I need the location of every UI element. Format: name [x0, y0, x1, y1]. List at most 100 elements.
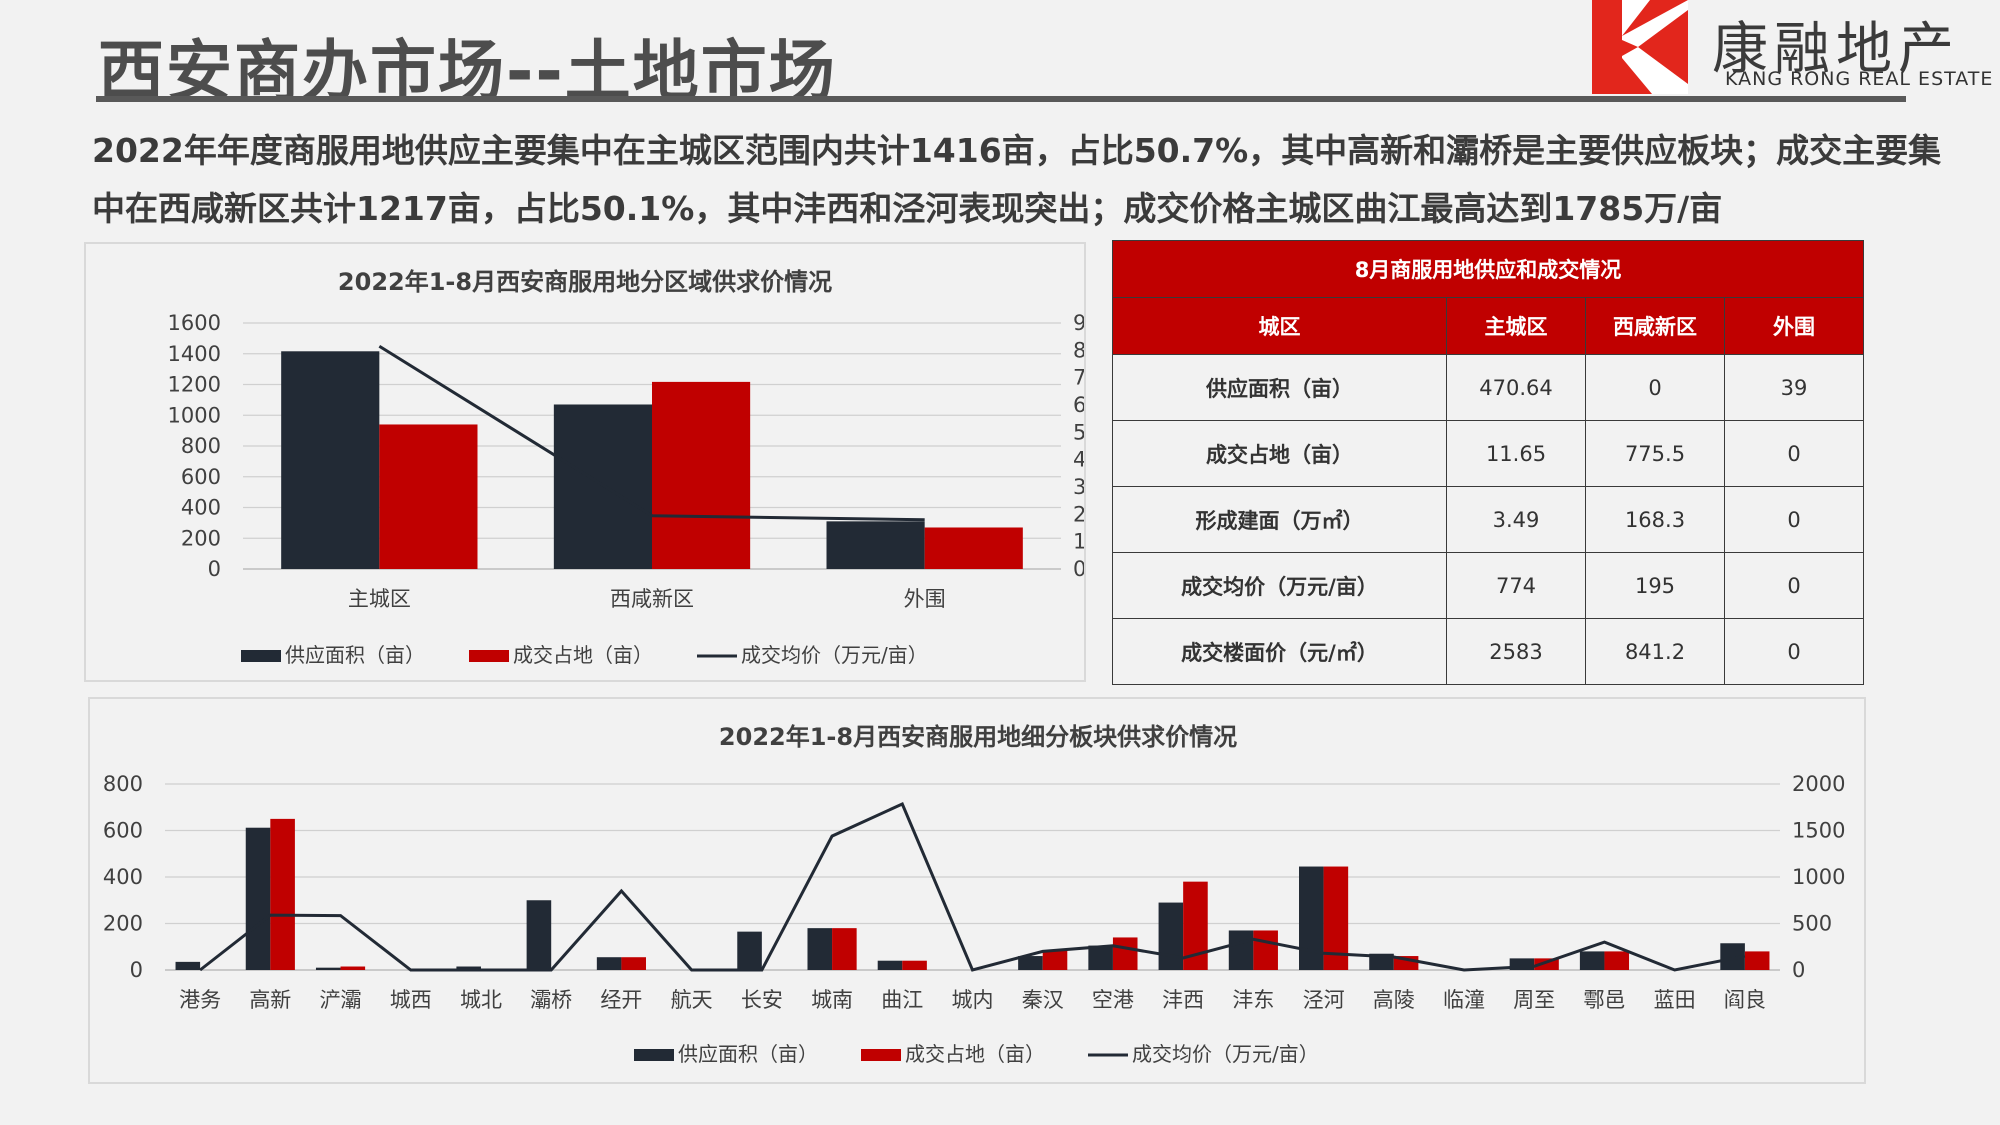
bar: [526, 900, 552, 970]
table-row: 供应面积（亩） 470.64 0 39: [1112, 354, 1864, 421]
title-divider: [96, 96, 1906, 102]
legend-swatch: [634, 1049, 674, 1061]
legend-entry: 供应面积（亩）: [285, 643, 425, 667]
category-label: 周至: [1513, 988, 1555, 1012]
bar: [456, 966, 481, 970]
row-label: 成交均价（万元/亩）: [1112, 552, 1447, 619]
category-label: 泾河: [1303, 988, 1345, 1012]
row-label: 成交楼面价（元/㎡）: [1112, 618, 1447, 685]
bar: [1604, 951, 1630, 970]
left-axis-tick-label: 0: [208, 557, 221, 581]
bar: [340, 966, 366, 970]
logo-english-name: KANG RONG REAL ESTATE: [1725, 68, 1994, 90]
category-label: 鄠邑: [1583, 988, 1625, 1012]
price-line: [199, 801, 1746, 972]
bar: [877, 960, 903, 970]
price-line: [378, 344, 925, 522]
bar: [270, 818, 295, 970]
bar: [1042, 950, 1068, 970]
bar: [596, 957, 622, 970]
bar: [315, 967, 341, 970]
bar: [1018, 956, 1043, 970]
bar: [1579, 951, 1605, 970]
table-cell: 774: [1446, 552, 1586, 619]
table-header-cell: 主城区: [1446, 297, 1586, 355]
table-caption: 8月商服用地供应和成交情况: [1112, 240, 1864, 298]
bar: [924, 527, 1023, 569]
category-label: 主城区: [348, 587, 411, 611]
category-label: 高陵: [1373, 988, 1415, 1012]
right-axis-tick-label: 1500: [1792, 819, 1845, 843]
left-axis-tick-label: 0: [130, 958, 143, 982]
category-label: 曲江: [881, 988, 923, 1012]
august-supply-deal-table: 8月商服用地供应和成交情况 城区 主城区 西咸新区 外围 供应面积（亩） 470…: [1112, 240, 1864, 685]
right-axis-tick-label: 900: [1073, 311, 1084, 335]
right-axis-tick-label: 500: [1792, 912, 1832, 936]
summary-text: 2022年年度商服用地供应主要集中在主城区范围内共计1416亩，占比50.7%，…: [92, 131, 1942, 228]
bar: [1088, 945, 1113, 970]
table-cell: 0: [1724, 420, 1864, 487]
table-row: 成交均价（万元/亩） 774 195 0: [1112, 552, 1864, 619]
right-axis-tick-label: 100: [1073, 530, 1084, 554]
legend-swatch: [861, 1049, 901, 1061]
left-axis-tick-label: 600: [181, 465, 221, 489]
table-header-cell: 外围: [1724, 297, 1864, 355]
left-axis-tick-label: 1400: [168, 342, 221, 366]
table-cell: 11.65: [1446, 420, 1586, 487]
district-supply-demand-price-chart: 2022年1-8月西安商服用地细分板块供求价情况 0 200 400 600 800 0 50…: [103, 723, 1846, 1066]
row-label: 供应面积（亩）: [1112, 354, 1447, 421]
category-label: 沣西: [1162, 988, 1204, 1012]
right-axis-tick-label: 800: [1073, 338, 1084, 362]
logo-chinese-name: 康融地产: [1712, 17, 1960, 82]
region-chart-panel: 2022年1-8月西安商服用地分区域供求价情况 0 200 400 600 800 1000…: [84, 242, 1113, 682]
bar: [737, 931, 762, 970]
category-label: 城内: [952, 988, 994, 1012]
table-cell: 2583: [1446, 618, 1586, 685]
right-axis-tick-label: 700: [1073, 366, 1084, 390]
right-axis-tick-label: 1000: [1792, 865, 1845, 889]
bar: [379, 424, 478, 569]
left-axis-tick-label: 800: [181, 434, 221, 458]
table-cell: 470.64: [1446, 354, 1586, 421]
august-table-panel: 8月商服用地供应和成交情况 城区 主城区 西咸新区 外围 供应面积（亩） 470…: [1112, 240, 1864, 685]
right-axis-tick-label: 2000: [1792, 772, 1845, 796]
table-cell: 841.2: [1585, 618, 1725, 685]
chart-title: 2022年1-8月西安商服用地分区域供求价情况: [338, 268, 832, 296]
legend-entry: 成交均价（万元/亩）: [1132, 1042, 1319, 1066]
bar: [652, 381, 751, 569]
left-axis-tick-label: 400: [103, 865, 143, 889]
legend-swatch: [469, 650, 509, 662]
district-chart-panel: 2022年1-8月西安商服用地细分板块供求价情况 0 200 400 600 800 0 50…: [88, 697, 1866, 1084]
category-label: 经开: [600, 988, 642, 1012]
legend-entry: 成交均价（万元/亩）: [741, 643, 928, 667]
category-label: 航天: [671, 988, 713, 1012]
category-label: 浐灞: [320, 988, 362, 1012]
right-axis-tick-label: 0: [1073, 557, 1084, 581]
bar: [1534, 958, 1559, 970]
right-axis-tick-label: 400: [1073, 448, 1084, 472]
category-label: 长安: [741, 988, 783, 1012]
category-label: 空港: [1092, 988, 1134, 1012]
table-cell: 775.5: [1585, 420, 1725, 487]
right-axis-tick-label: 200: [1073, 502, 1084, 526]
category-label: 外围: [904, 587, 946, 611]
bar: [902, 960, 927, 970]
row-label: 形成建面（万㎡）: [1112, 486, 1447, 553]
table-row: 成交占地（亩） 11.65 775.5 0: [1112, 420, 1864, 487]
left-axis-tick-label: 800: [103, 772, 143, 796]
table-cell: 0: [1585, 354, 1725, 421]
left-axis-tick-label: 1200: [168, 373, 221, 397]
right-axis-tick-label: 600: [1073, 393, 1084, 417]
row-label: 成交占地（亩）: [1112, 420, 1447, 487]
legend-entry: 成交占地（亩）: [905, 1042, 1045, 1066]
bar: [1253, 930, 1278, 970]
bar: [1744, 951, 1770, 970]
table-row: 形成建面（万㎡） 3.49 168.3 0: [1112, 486, 1864, 553]
chart-title: 2022年1-8月西安商服用地细分板块供求价情况: [719, 723, 1237, 751]
bar: [1158, 902, 1184, 970]
right-axis-tick-label: 0: [1792, 958, 1805, 982]
bar: [621, 957, 646, 970]
right-axis-tick-label: 500: [1073, 420, 1084, 444]
left-axis-tick-label: 200: [181, 526, 221, 550]
legend-entry: 供应面积（亩）: [678, 1042, 818, 1066]
